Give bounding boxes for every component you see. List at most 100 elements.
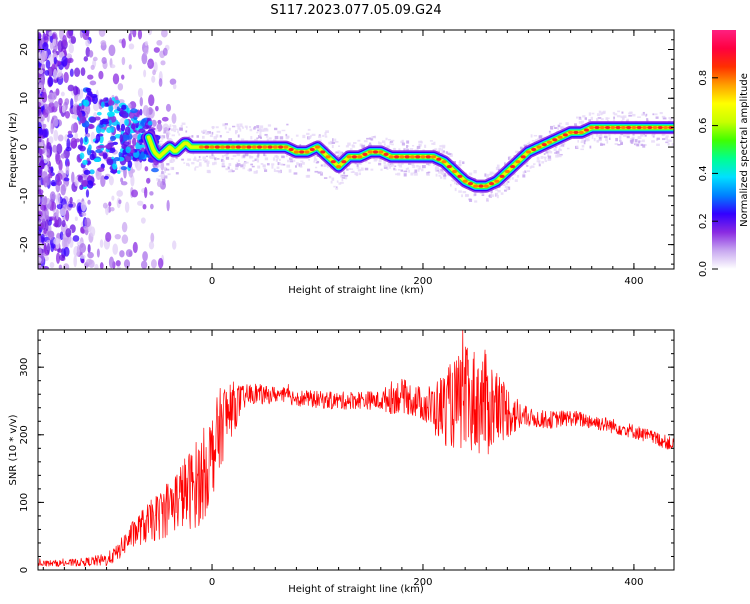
noise-speckle <box>116 260 121 266</box>
ridge-core <box>642 126 647 129</box>
halo-speckle <box>161 138 163 140</box>
halo-speckle <box>321 165 323 167</box>
noise-speckle <box>109 176 114 186</box>
halo-speckle <box>318 136 321 139</box>
noise-blob <box>80 152 85 159</box>
noise-speckle <box>128 33 131 41</box>
halo-speckle <box>202 156 206 159</box>
noise-speckle <box>100 262 104 269</box>
noise-blob <box>82 160 88 165</box>
halo-speckle <box>462 161 464 164</box>
halo-speckle <box>646 118 648 121</box>
halo-speckle <box>277 131 281 134</box>
noise-speckle <box>42 92 48 103</box>
noise-blob <box>90 154 95 161</box>
halo-speckle <box>352 144 355 146</box>
halo-speckle <box>386 169 388 170</box>
halo-speckle <box>584 141 586 144</box>
halo-speckle <box>242 127 244 129</box>
halo-speckle <box>279 159 281 161</box>
noise-speckle <box>55 238 59 249</box>
halo-speckle <box>278 170 281 173</box>
halo-speckle <box>549 131 551 133</box>
halo-speckle <box>656 144 660 146</box>
halo-speckle <box>436 174 438 177</box>
halo-speckle <box>222 163 225 166</box>
halo-speckle <box>240 164 243 167</box>
halo-speckle <box>266 129 269 132</box>
halo-speckle <box>181 159 184 161</box>
halo-speckle <box>186 126 188 128</box>
halo-speckle <box>414 170 417 173</box>
halo-speckle <box>226 157 229 160</box>
halo-speckle <box>356 174 358 177</box>
noise-blob <box>121 124 125 132</box>
noise-speckle <box>62 35 67 47</box>
halo-speckle <box>512 177 514 180</box>
halo-speckle <box>161 176 164 179</box>
ridge-core <box>405 155 410 158</box>
halo-speckle <box>176 129 179 131</box>
noise-speckle <box>118 83 123 91</box>
noise-speckle <box>62 105 66 113</box>
noise-speckle <box>112 243 118 254</box>
halo-speckle <box>347 143 351 146</box>
halo-speckle <box>419 166 421 169</box>
halo-speckle <box>628 115 632 117</box>
noise-speckle <box>103 203 108 209</box>
spectrogram-ylabel: Frequency (Hz) <box>8 112 19 188</box>
halo-speckle <box>358 169 361 171</box>
halo-speckle <box>576 146 578 149</box>
ridge-core <box>199 145 204 148</box>
ridge-core <box>431 155 436 158</box>
halo-speckle <box>296 162 299 165</box>
halo-speckle <box>295 165 297 167</box>
spectrogram-ytick-label: 0 <box>19 144 30 150</box>
noise-blob <box>89 117 96 123</box>
halo-speckle <box>541 156 544 159</box>
halo-speckle <box>370 138 372 140</box>
ridge-core <box>663 126 668 129</box>
noise-speckle <box>60 184 65 195</box>
halo-speckle <box>517 175 519 178</box>
noise-speckle <box>84 218 91 228</box>
noise-speckle <box>52 145 57 153</box>
halo-speckle <box>168 133 170 135</box>
halo-speckle <box>391 140 394 142</box>
halo-speckle <box>269 137 272 139</box>
halo-speckle <box>256 132 258 134</box>
halo-speckle <box>266 136 268 138</box>
halo-speckle <box>349 168 351 170</box>
halo-speckle <box>662 116 666 118</box>
noise-speckle <box>124 259 130 268</box>
halo-speckle <box>274 169 276 172</box>
noise-speckle <box>46 107 52 114</box>
halo-speckle <box>286 155 288 157</box>
noise-speckle <box>56 173 62 181</box>
halo-speckle <box>645 135 647 137</box>
ridge-core <box>399 155 404 158</box>
figure: S117.2023.077.05.09.G24 0 200 400 -20 -10 0 10… <box>0 0 750 600</box>
halo-speckle <box>526 165 528 167</box>
colorbar-gradient <box>712 30 736 269</box>
halo-speckle <box>412 165 415 168</box>
halo-speckle <box>663 117 667 119</box>
ridge-core <box>557 136 562 139</box>
halo-speckle <box>397 173 400 176</box>
halo-speckle <box>300 160 303 162</box>
ridge-core <box>352 155 357 158</box>
halo-speckle <box>620 116 622 118</box>
halo-speckle <box>159 140 163 142</box>
halo-speckle <box>183 162 185 164</box>
halo-speckle <box>291 138 293 141</box>
snr-line-area <box>38 327 674 567</box>
ridge-core <box>457 175 462 178</box>
halo-speckle <box>402 140 404 143</box>
halo-speckle <box>310 135 312 137</box>
noise-blob <box>124 119 129 126</box>
halo-speckle <box>173 126 176 129</box>
halo-speckle <box>296 135 299 137</box>
ridge-core <box>331 160 336 163</box>
noise-speckle <box>105 232 111 242</box>
halo-speckle <box>193 158 196 161</box>
